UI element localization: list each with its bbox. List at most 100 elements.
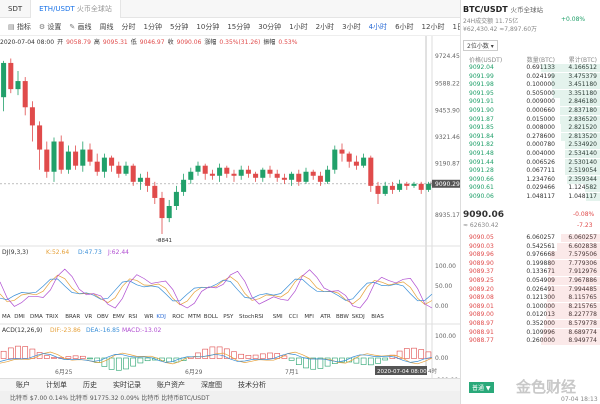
period-10[interactable]: 4小时 xyxy=(368,22,388,31)
period-6[interactable]: 30分钟 xyxy=(258,22,282,31)
ask-row[interactable]: 9091.91 0.009000 2.846180 xyxy=(461,98,600,107)
bid-row[interactable]: 9089.25 0.054909 7.967886 xyxy=(461,277,600,286)
period-9[interactable]: 3小时 xyxy=(342,22,361,31)
bottom-tab-5[interactable]: 深度图 xyxy=(201,381,222,389)
candle-body xyxy=(353,161,359,166)
bid-row[interactable]: 9089.96 0.976668 7.579506 xyxy=(461,251,600,260)
macd-bar xyxy=(252,354,259,359)
period-7[interactable]: 1小时 xyxy=(289,22,308,31)
period-0[interactable]: 周线 xyxy=(99,22,114,31)
indicator-tab[interactable]: DMI xyxy=(14,314,25,320)
info-date: 2020-07-04 08:00 xyxy=(0,39,55,46)
amount-cell: 0.000660 xyxy=(526,107,555,114)
bottom-tab-3[interactable]: 实时记录 xyxy=(113,381,141,389)
bid-row[interactable]: 9089.00 0.012013 8.227778 xyxy=(461,311,600,320)
indicator-tab[interactable]: SKDJ xyxy=(352,314,365,320)
bottom-tab-0[interactable]: 账户 xyxy=(16,381,30,389)
bid-row[interactable]: 9089.20 0.026491 7.994485 xyxy=(461,285,600,295)
indicator-tab[interactable]: OBV xyxy=(97,314,109,320)
bid-row[interactable]: 9089.90 0.199880 7.779306 xyxy=(461,259,600,269)
indicator-tab[interactable]: BIAS xyxy=(371,314,384,320)
date-tick: 6月29 xyxy=(185,369,203,376)
ask-row[interactable]: 9092.04 0.691133 4.166512 xyxy=(461,64,600,73)
ask-row[interactable]: 9091.95 0.505000 3.351180 xyxy=(461,89,600,99)
macd-bar xyxy=(195,352,201,359)
period-1[interactable]: 分时 xyxy=(121,22,136,31)
ohlc-info: 2020-07-04 08:00 开 9058.79 高 9095.31 低 9046.97… xyxy=(0,37,300,46)
indicator-tab[interactable]: PSY xyxy=(223,314,234,320)
depth-bar xyxy=(584,184,600,193)
settings-button[interactable]: ⚙ 设置 xyxy=(39,22,62,32)
bid-row[interactable]: 9090.03 0.542561 6.602838 xyxy=(461,242,600,252)
macd-bar xyxy=(382,357,389,361)
bid-row[interactable]: 9090.05 6.060257 6.060257 xyxy=(461,234,600,243)
bid-row[interactable]: 9088.97 0.352000 8.579778 xyxy=(461,320,600,329)
period-4[interactable]: 10分钟 xyxy=(196,22,220,31)
indicator-tab[interactable]: ATR xyxy=(320,314,331,320)
indicator-tab[interactable]: StochRSI xyxy=(239,314,264,320)
ask-row[interactable]: 9090.06 1.048117 1.048117 xyxy=(461,193,600,202)
indicator-tab[interactable]: BBW xyxy=(336,314,349,320)
indicator-tab[interactable]: VR xyxy=(85,314,93,320)
bottom-tab-4[interactable]: 账户资产 xyxy=(157,381,185,389)
bid-row[interactable]: 9089.01 0.100000 8.215765 xyxy=(461,302,600,312)
period-11[interactable]: 6小时 xyxy=(395,22,414,31)
indicator-tab[interactable]: MA xyxy=(2,314,11,320)
bid-row[interactable]: 9089.37 0.133671 7.912976 xyxy=(461,268,600,277)
ask-row[interactable]: 9091.44 0.006526 2.530140 xyxy=(461,158,600,168)
candle-body xyxy=(8,62,14,90)
bid-row[interactable]: 9088.77 0.260000 8.949774 xyxy=(461,337,600,346)
ask-row[interactable]: 9090.61 0.029466 1.124582 xyxy=(461,184,600,193)
period-12[interactable]: 12小时 xyxy=(421,22,445,31)
indicator-tab[interactable]: BRAR xyxy=(65,314,80,320)
period-2[interactable]: 1分钟 xyxy=(143,22,162,31)
indicator-tab[interactable]: TRIX xyxy=(45,314,59,320)
tab-eth[interactable]: ETH/USDT 火币全球站 xyxy=(31,0,121,18)
ask-row[interactable]: 9091.48 0.004000 2.534140 xyxy=(461,150,600,159)
ask-row[interactable]: 9091.99 0.024199 3.475379 xyxy=(461,72,600,82)
indicator-tab[interactable]: DMA xyxy=(30,314,43,320)
period-list: 周线 分时 1分钟 5分钟 10分钟 15分钟 30分钟 1小时 2小时 3小时 4小时 6小时 12小… xyxy=(91,22,460,32)
ask-row[interactable]: 9091.90 0.000660 2.837180 xyxy=(461,107,600,116)
ask-row[interactable]: 9091.82 0.000780 2.534920 xyxy=(461,141,600,150)
indicator-tab[interactable]: RSI xyxy=(128,314,137,320)
ask-row[interactable]: 9091.85 0.008000 2.821520 xyxy=(461,124,600,133)
bid-row[interactable]: 9089.08 0.121300 8.115765 xyxy=(461,294,600,303)
period-8[interactable]: 2小时 xyxy=(315,22,335,31)
macd-dif: DIF:-23.86 xyxy=(50,327,81,334)
period-3[interactable]: 5分钟 xyxy=(169,22,189,31)
tab-btc[interactable]: SDT xyxy=(0,0,32,18)
total-cell: 2.846180 xyxy=(568,98,597,106)
period-5[interactable]: 15分钟 xyxy=(227,22,251,31)
price-chart[interactable]: 9724.45 9588.22 9453.90 9321.46 9190.87 9090.… xyxy=(0,36,460,378)
ask-row[interactable]: 9091.98 0.100000 3.451180 xyxy=(461,81,600,90)
candle-body xyxy=(332,149,338,170)
macd-bar xyxy=(411,347,417,359)
indicator-tab[interactable]: MTM xyxy=(188,314,201,320)
bid-row[interactable]: 9088.91 0.109996 8.689774 xyxy=(461,328,600,338)
draw-button[interactable]: ✎ 画线 xyxy=(69,22,91,32)
mode-dropdown[interactable]: 普通 ▼ xyxy=(469,382,494,393)
indicator-tab[interactable]: EMV xyxy=(113,314,125,320)
depth-dropdown[interactable]: 2位小数 ▾ xyxy=(463,40,498,51)
ask-row[interactable]: 9090.66 1.234760 2.359344 xyxy=(461,175,600,185)
indicator-tab[interactable]: ROC xyxy=(172,314,184,320)
period-13[interactable]: 1日 xyxy=(452,22,460,31)
indicator-tab[interactable]: WR xyxy=(144,314,153,320)
bottom-tab-1[interactable]: 计划单 xyxy=(46,381,67,389)
indicator-button[interactable]: ▤ 指标 xyxy=(8,22,31,32)
indicator-tab[interactable]: SMI xyxy=(273,314,283,320)
indicator-tab[interactable]: MFI xyxy=(304,314,314,320)
indicator-tab[interactable]: BOLL xyxy=(204,314,219,320)
ask-row[interactable]: 9091.84 0.278600 2.813520 xyxy=(461,132,600,142)
total-cell: 2.534140 xyxy=(568,150,597,157)
ask-row[interactable]: 9091.28 0.067711 2.519054 xyxy=(461,167,600,176)
bottom-tab-6[interactable]: 技术分析 xyxy=(238,381,266,389)
ask-row[interactable]: 9091.87 0.015000 2.836520 xyxy=(461,115,600,125)
macd-bar xyxy=(425,351,432,359)
indicator-tab[interactable]: CCI xyxy=(289,314,299,320)
indicator-tab[interactable]: KDJ xyxy=(156,314,166,320)
orderbook-panel: BTC/USDT 火币全球站 24H成交额 11.75亿 +0.08% ¥62,… xyxy=(460,0,600,404)
depth-label: 2位小数 xyxy=(467,43,489,50)
bottom-tab-2[interactable]: 历史 xyxy=(83,381,97,389)
